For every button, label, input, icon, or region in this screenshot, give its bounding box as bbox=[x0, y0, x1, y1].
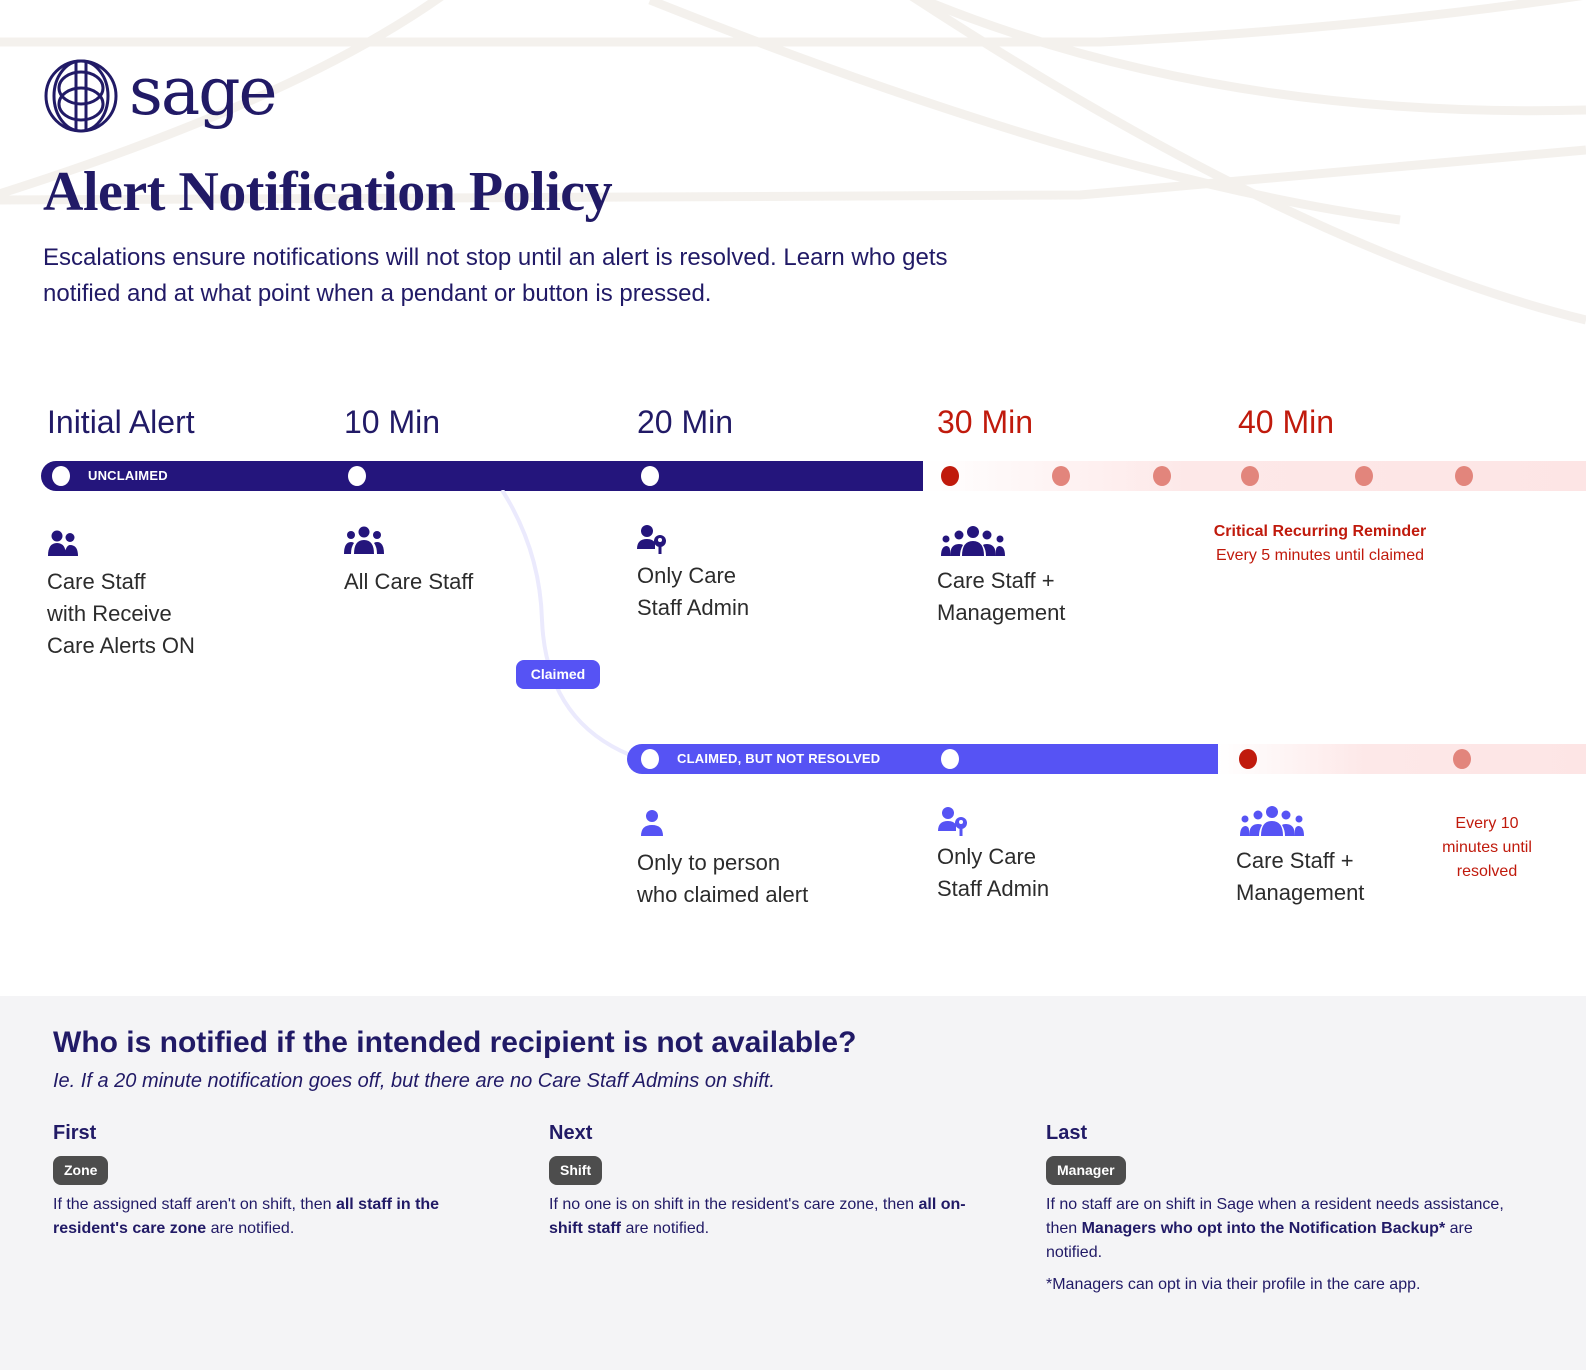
large-group-icon bbox=[1240, 806, 1304, 836]
claimed-label: CLAIMED, BUT NOT RESOLVED bbox=[677, 751, 881, 766]
fallback-order: Last bbox=[1046, 1122, 1088, 1144]
critical-dot bbox=[941, 466, 959, 486]
fallback-title: Who is notified if the intended recipien… bbox=[53, 1026, 857, 1059]
fallback-order: Next bbox=[549, 1122, 593, 1144]
timeline-dot bbox=[52, 466, 70, 486]
intro-text: Escalations ensure notifications will no… bbox=[43, 244, 948, 307]
reminder-dot bbox=[1455, 466, 1473, 486]
recipient-20min: Only Care Staff Admin bbox=[637, 563, 750, 620]
two-people-icon bbox=[48, 530, 80, 556]
fallback-order: First bbox=[53, 1122, 97, 1144]
brand-logo: sage bbox=[43, 52, 278, 139]
recipient-claimed-20min: Care Staff + Management bbox=[1236, 848, 1365, 905]
recipient-30min: Care Staff + Management bbox=[937, 568, 1066, 625]
brand-wordmark: sage bbox=[129, 52, 278, 130]
zone-badge: Zone bbox=[53, 1156, 109, 1185]
timeline-dot bbox=[641, 466, 659, 486]
column-header-10min: 10 Min bbox=[344, 404, 441, 440]
recipient-claimed-10min: Only Care Staff Admin bbox=[937, 844, 1050, 901]
column-header-30min: 30 Min bbox=[937, 404, 1034, 440]
fallback-description: If the assigned staff aren't on shift, t… bbox=[53, 1196, 440, 1237]
shift-badge: Shift bbox=[549, 1156, 603, 1185]
fallback-footnote: *Managers can opt in via their profile i… bbox=[1046, 1276, 1421, 1293]
fallback-description: If no staff are on shift in Sage when a … bbox=[1046, 1196, 1504, 1261]
column-header-initial: Initial Alert bbox=[47, 404, 195, 440]
unclaimed-label: UNCLAIMED bbox=[88, 468, 168, 483]
resolve-reminder-note: Every 10 minutes until resolved bbox=[1442, 815, 1532, 880]
column-header-20min: 20 Min bbox=[637, 404, 734, 440]
recipient-claimed-initial: Only to person who claimed alert bbox=[637, 850, 809, 907]
admin-key-icon bbox=[938, 806, 968, 836]
fallback-description: If no one is on shift in the resident's … bbox=[549, 1196, 966, 1237]
sage-logo-icon bbox=[43, 58, 119, 139]
fallback-next: Next Shift If no one is on shift in the … bbox=[549, 1122, 969, 1241]
timeline-dot bbox=[348, 466, 366, 486]
timeline-dot bbox=[641, 749, 659, 769]
fallback-first: First Zone If the assigned staff aren't … bbox=[53, 1122, 473, 1241]
claimed-timeline-bar bbox=[627, 744, 1218, 774]
claimed-transition-badge: Claimed bbox=[516, 660, 600, 689]
timeline-dot bbox=[941, 749, 959, 769]
reminder-dot bbox=[1355, 466, 1373, 486]
manager-badge: Manager bbox=[1046, 1156, 1126, 1185]
fallback-last: Last Manager If no staff are on shift in… bbox=[1046, 1122, 1516, 1297]
recipient-10min: All Care Staff bbox=[344, 569, 474, 594]
critical-dot bbox=[1239, 749, 1257, 769]
fallback-section bbox=[0, 996, 1586, 1370]
claimed-critical-bar bbox=[1218, 744, 1586, 774]
critical-reminder-note: Critical Recurring Reminder Every 5 minu… bbox=[1213, 523, 1427, 564]
unclaimed-timeline-bar bbox=[41, 461, 923, 491]
column-header-40min: 40 Min bbox=[1238, 404, 1335, 440]
group-icon bbox=[344, 526, 384, 554]
reminder-dot bbox=[1453, 749, 1471, 769]
claimed-transition-path bbox=[500, 490, 631, 757]
person-icon bbox=[640, 810, 664, 836]
large-group-icon bbox=[941, 526, 1005, 556]
reminder-dot bbox=[1153, 466, 1171, 486]
recipient-initial: Care Staff with Receive Care Alerts ON bbox=[47, 569, 195, 658]
admin-key-icon bbox=[637, 524, 667, 554]
reminder-dot bbox=[1052, 466, 1070, 486]
reminder-dot bbox=[1241, 466, 1259, 486]
page-title: Alert Notification Policy bbox=[43, 161, 613, 223]
fallback-subtitle: Ie. If a 20 minute notification goes off… bbox=[53, 1070, 775, 1092]
